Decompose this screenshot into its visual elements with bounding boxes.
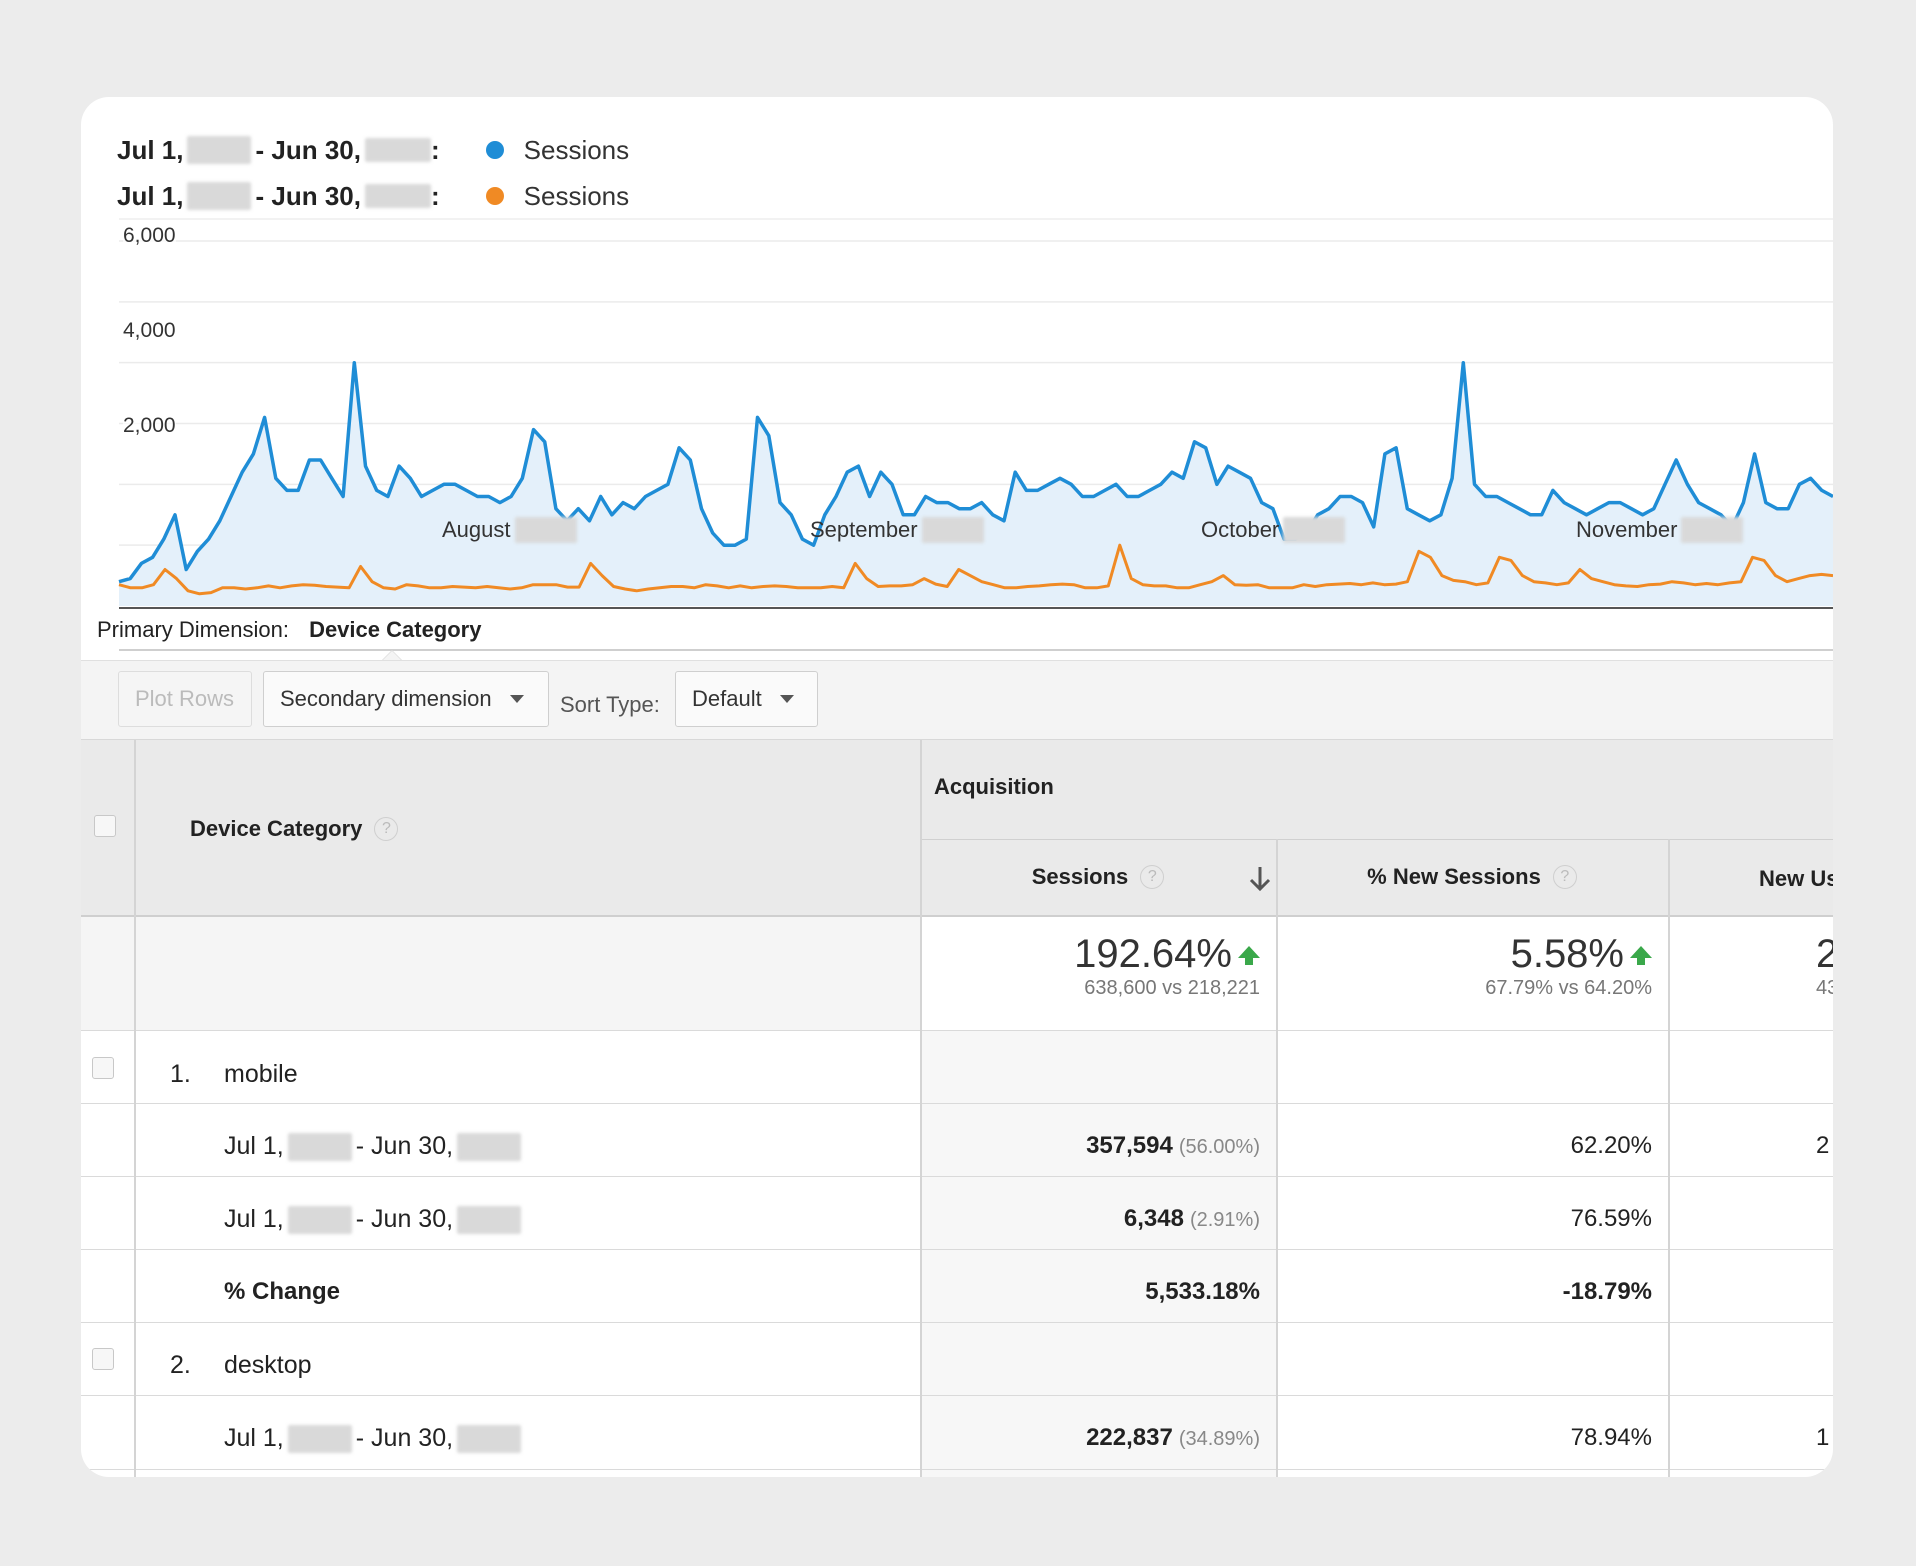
- redacted-year: [921, 517, 984, 543]
- new-sessions-summary: 5.58% 67.79% vs 64.20%: [1485, 932, 1652, 999]
- series-line-previous: [118, 543, 1833, 596]
- row-checkbox[interactable]: [92, 1057, 114, 1079]
- new-sessions-change-cell: -18.79%: [1562, 1278, 1652, 1305]
- y-tick-label: 2,000: [123, 414, 176, 438]
- new-sessions-cell: 62.20%: [1570, 1132, 1652, 1159]
- redacted-year: [287, 1132, 352, 1161]
- redacted-year: [457, 1424, 522, 1453]
- help-icon[interactable]: ?: [374, 817, 399, 841]
- x-tick-label: October: [1201, 517, 1349, 543]
- legend-series-label: Sessions: [523, 180, 630, 211]
- arrow-up-icon: [1238, 946, 1260, 966]
- sessions-line-chart[interactable]: 6,000 4,000 2,000 August September Octob…: [81, 217, 1833, 657]
- redacted-year: [1283, 517, 1346, 543]
- device-category-header[interactable]: Device Category ?: [190, 816, 399, 842]
- redacted-year: [187, 136, 252, 164]
- legend-item-previous[interactable]: Jul 1, - Jun 30, : Sessions: [117, 173, 629, 219]
- percent-change-label: % Change: [224, 1278, 341, 1305]
- legend-item-current[interactable]: Jul 1, - Jun 30, : Sessions: [117, 127, 629, 173]
- sort-descending-icon[interactable]: [1247, 865, 1273, 893]
- redacted-year: [187, 182, 252, 210]
- legend-date-range: Jul 1, - Jun 30, :: [117, 180, 440, 211]
- help-icon[interactable]: ?: [1140, 865, 1165, 889]
- primary-dimension: Primary Dimension: Device Category: [97, 617, 481, 643]
- row-index: 2.: [170, 1351, 191, 1379]
- legend-date-range: Jul 1, - Jun 30, :: [117, 134, 440, 165]
- sessions-column-header[interactable]: Sessions ?: [920, 839, 1276, 915]
- sessions-cell: 222,837 (34.89%): [1086, 1424, 1260, 1451]
- arrow-up-icon: [1630, 946, 1652, 966]
- legend-dot-orange: [485, 187, 504, 205]
- new-users-cell: 2: [1816, 1132, 1830, 1159]
- redacted-year: [287, 1424, 352, 1453]
- x-tick-label: September: [810, 517, 988, 543]
- sessions-summary: 192.64% 638,600 vs 218,221: [1074, 932, 1260, 999]
- new-sessions-column-header[interactable]: % New Sessions ?: [1276, 839, 1668, 915]
- row-index: 1.: [170, 1060, 191, 1088]
- date-range-label: Jul 1, - Jun 30,: [224, 1424, 525, 1453]
- sort-type-label: Sort Type:: [560, 692, 660, 717]
- chevron-down-icon: [779, 695, 794, 703]
- sessions-change-cell: 5,533.18%: [1145, 1278, 1260, 1305]
- redacted-year: [1681, 517, 1744, 543]
- report-card: Jul 1, - Jun 30, : Sessions Jul 1, - Jun…: [81, 97, 1833, 1477]
- series-line-current: [118, 360, 1833, 584]
- table-toolbar: Plot Rows Secondary dimension Sort Type:…: [81, 660, 1833, 740]
- date-range-label: Jul 1, - Jun 30,: [224, 1132, 525, 1161]
- sessions-cell: 6,348 (2.91%): [1123, 1205, 1260, 1232]
- chevron-down-icon: [509, 695, 524, 703]
- new-users-cell: 1: [1816, 1424, 1830, 1451]
- plot-rows-button[interactable]: Plot Rows: [118, 671, 252, 727]
- x-tick-label: November: [1576, 517, 1747, 543]
- series-area: [119, 362, 1833, 606]
- acquisition-group-header: Acquisition: [934, 774, 1054, 799]
- select-all-checkbox[interactable]: [94, 815, 116, 837]
- help-icon[interactable]: ?: [1552, 865, 1577, 889]
- y-tick-label: 4,000: [123, 319, 176, 343]
- chart-svg: [118, 218, 1833, 651]
- redacted-year: [457, 1205, 522, 1234]
- y-tick-label: 6,000: [123, 224, 176, 248]
- selected-caret: [382, 650, 402, 660]
- secondary-dimension-dropdown[interactable]: Secondary dimension: [263, 671, 549, 727]
- sort-type-dropdown[interactable]: Default: [675, 671, 818, 727]
- redacted-year: [364, 184, 431, 208]
- new-sessions-cell: 78.94%: [1570, 1424, 1652, 1451]
- primary-dimension-label: Primary Dimension:: [97, 617, 289, 642]
- new-sessions-cell: 76.59%: [1570, 1205, 1652, 1232]
- legend-dot-blue: [485, 141, 504, 159]
- new-users-summary: 2 43: [1816, 932, 1833, 999]
- primary-dimension-value[interactable]: Device Category: [309, 617, 482, 642]
- device-name-desktop[interactable]: desktop: [224, 1351, 312, 1379]
- redacted-year: [514, 517, 577, 543]
- table-header: [81, 740, 1833, 915]
- row-checkbox[interactable]: [92, 1348, 114, 1370]
- chart-legend: Jul 1, - Jun 30, : Sessions Jul 1, - Jun…: [117, 127, 629, 219]
- legend-series-label: Sessions: [523, 134, 630, 165]
- redacted-year: [364, 138, 431, 162]
- sessions-cell: 357,594 (56.00%): [1086, 1132, 1260, 1159]
- redacted-year: [457, 1132, 522, 1161]
- redacted-year: [287, 1205, 352, 1234]
- device-name-mobile[interactable]: mobile: [224, 1060, 298, 1088]
- x-tick-label: August: [442, 517, 581, 543]
- new-users-column-header[interactable]: New Us: [1759, 866, 1833, 891]
- date-range-label: Jul 1, - Jun 30,: [224, 1205, 525, 1234]
